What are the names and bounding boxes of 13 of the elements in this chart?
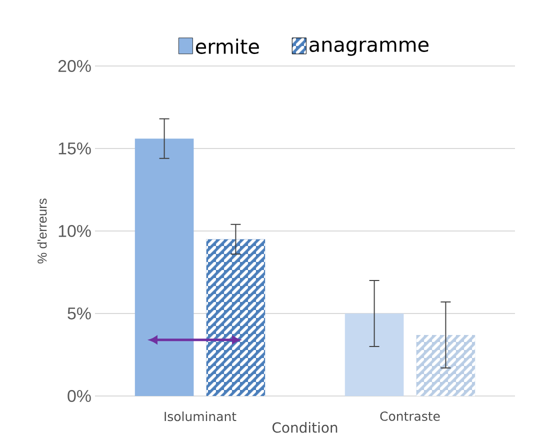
x-tick-label: Contraste bbox=[380, 412, 440, 421]
x-tick-label: Isoluminant bbox=[164, 412, 236, 422]
y-axis-title: % d'erreurs bbox=[37, 198, 47, 264]
y-tick-label: 5% bbox=[68, 308, 91, 320]
y-tick-label: 15% bbox=[58, 142, 91, 154]
bar bbox=[134, 138, 194, 396]
y-tick-label: 10% bbox=[58, 225, 91, 237]
legend-label: anagramme bbox=[310, 40, 428, 56]
bar bbox=[344, 314, 404, 396]
x-axis-title: Condition bbox=[272, 422, 338, 433]
y-tick-label: 20% bbox=[58, 60, 91, 72]
legend-label: ermite bbox=[196, 38, 259, 54]
y-tick-label: 0% bbox=[68, 390, 91, 402]
